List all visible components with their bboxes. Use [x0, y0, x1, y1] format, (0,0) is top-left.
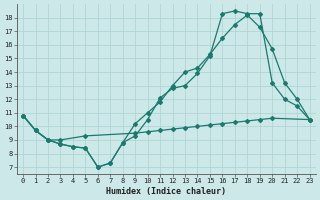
- X-axis label: Humidex (Indice chaleur): Humidex (Indice chaleur): [106, 187, 226, 196]
